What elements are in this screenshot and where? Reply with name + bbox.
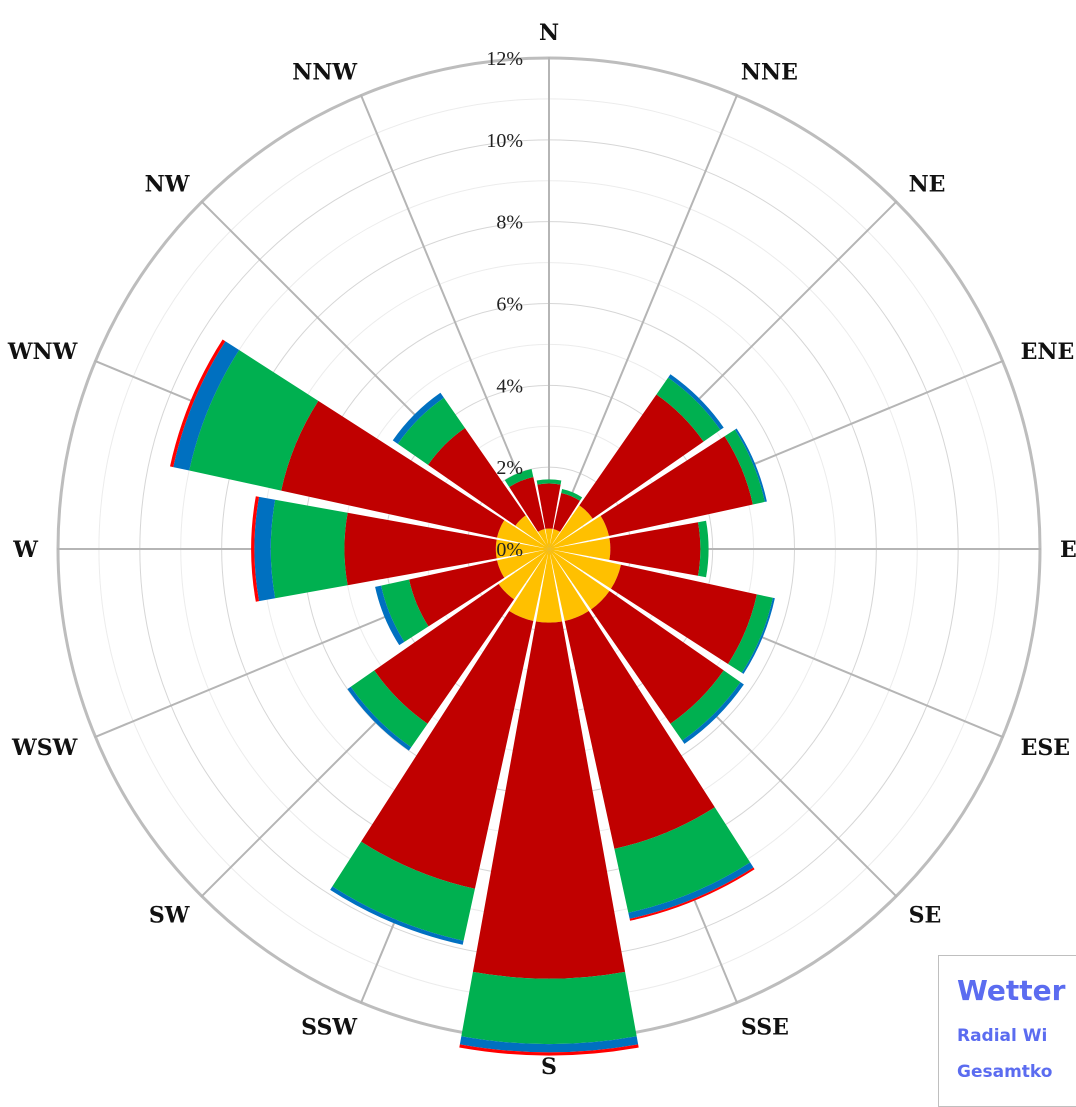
wind-bar-segment: [498, 549, 549, 600]
wind-bar-segment: [350, 670, 428, 748]
wind-bar-segment: [495, 539, 549, 559]
wind-bar-segment: [549, 505, 593, 549]
wind-bar-segment: [392, 392, 444, 444]
wind-bar-segment: [609, 522, 701, 576]
wind-bar-segment: [330, 886, 464, 945]
radial-tick-label: 2%: [496, 457, 523, 479]
wind-bar-segment: [561, 489, 583, 501]
wind-bar-segment: [374, 584, 514, 724]
direction-label-n: N: [539, 20, 559, 46]
wind-bar-segment: [549, 549, 610, 610]
wind-bar-segment: [347, 686, 412, 751]
wind-bar-segment: [397, 397, 465, 465]
direction-label-s: S: [541, 1054, 557, 1080]
wind-bar-segment: [461, 971, 637, 1045]
wind-bar-segment: [472, 621, 626, 979]
wind-bar-segment: [173, 341, 240, 471]
radial-tick-label: 6%: [496, 294, 523, 316]
wind-bar-segment: [549, 515, 609, 549]
grid-spoke: [359, 94, 550, 550]
wind-bar-segment: [409, 560, 505, 627]
direction-label-wsw: WSW: [11, 735, 78, 761]
grid-spoke: [548, 94, 739, 550]
direction-labels: N NNE NE ENE E ESE SE SSE S SSW SW WSW W WNW NW NNW: [7, 20, 1076, 1080]
wind-bar-segment: [697, 520, 709, 578]
wind-bar-segment: [428, 428, 526, 526]
wind-bar-segment: [497, 520, 549, 549]
wind-bar-segment: [251, 496, 260, 602]
wind-bar-segment: [668, 374, 724, 430]
wind-bar-segment: [741, 597, 775, 674]
radial-tick-label: 4%: [496, 375, 523, 397]
info-box-line-total: Gesamtko: [957, 1062, 1053, 1082]
wind-bar-segment: [734, 428, 767, 502]
wind-bar-segment: [553, 493, 580, 532]
wind-bar-segment: [537, 529, 549, 549]
direction-label-ene: ENE: [1021, 339, 1075, 365]
wind-bar-segment: [536, 479, 562, 485]
wind-bar-segment: [281, 400, 505, 538]
wind-bar-segment: [591, 591, 724, 724]
wind-bar-segment: [515, 515, 549, 549]
radial-tick-label: 12%: [486, 48, 523, 70]
direction-label-wnw: WNW: [7, 339, 78, 365]
wind-bar-segment: [189, 350, 319, 491]
wind-bar-segment: [579, 394, 704, 519]
wind-bar-segment: [628, 862, 754, 919]
direction-label-e: E: [1060, 537, 1076, 563]
wind-bar-segment: [549, 549, 589, 621]
wind-bar-segment: [381, 579, 429, 642]
radial-tick-label: 8%: [496, 212, 523, 234]
wind-bar-segment: [549, 538, 611, 560]
wind-bar-segment: [564, 610, 715, 849]
wind-bar-segment: [728, 594, 773, 673]
info-box-title: Wetter: [957, 974, 1066, 1007]
direction-label-se: SE: [909, 903, 942, 929]
direction-label-ssw: SSW: [301, 1015, 357, 1041]
wind-bar-segment: [537, 483, 561, 529]
wind-bar-segment: [459, 1044, 639, 1056]
wind-bar-segment: [375, 585, 405, 646]
direction-label-nnw: NNW: [292, 59, 357, 85]
wind-bars: [170, 339, 775, 1056]
direction-label-ese: ESE: [1021, 735, 1070, 761]
info-box-line-radial: Radial Wi: [957, 1026, 1048, 1046]
wind-bar-segment: [332, 841, 475, 941]
direction-label-nne: NNE: [741, 59, 798, 85]
wind-bar-segment: [610, 564, 757, 664]
direction-label-sse: SSE: [741, 1015, 789, 1041]
direction-label-sw: SW: [149, 903, 190, 929]
wind-bar-segment: [724, 429, 765, 505]
direction-label-ne: NE: [909, 171, 946, 197]
wind-bar-segment: [614, 807, 751, 913]
wind-bar-segment: [670, 670, 741, 741]
wind-bar-segment: [270, 499, 348, 599]
wind-bar-segment: [497, 549, 549, 578]
wind-bar-segment: [656, 377, 721, 442]
direction-label-w: W: [12, 537, 38, 563]
wind-bar-segment: [535, 549, 563, 623]
wind-bar-segment: [361, 610, 534, 889]
radial-tick-labels: 0% 2% 4% 6% 8% 10% 12%: [486, 48, 523, 561]
wind-bar-segment: [600, 436, 753, 536]
wind-bar-segment: [254, 496, 276, 602]
wind-bar-segment: [549, 529, 561, 549]
wind-bar-segment: [509, 549, 549, 621]
wind-bar-segment: [545, 528, 553, 549]
weather-info-box: Wetter Radial Wi Gesamtko: [938, 955, 1076, 1107]
wind-bar-segment: [549, 549, 621, 589]
radial-tick-label: 10%: [486, 130, 523, 152]
direction-label-nw: NW: [145, 171, 190, 197]
radial-tick-label: 0%: [496, 539, 523, 561]
wind-bar-segment: [344, 512, 497, 586]
wind-bar-segment: [682, 682, 744, 744]
wind-bar-segment: [504, 469, 534, 488]
wind-bar-segment: [170, 339, 226, 468]
wind-bar-segment: [509, 477, 545, 532]
wind-bar-segment: [459, 1036, 639, 1053]
